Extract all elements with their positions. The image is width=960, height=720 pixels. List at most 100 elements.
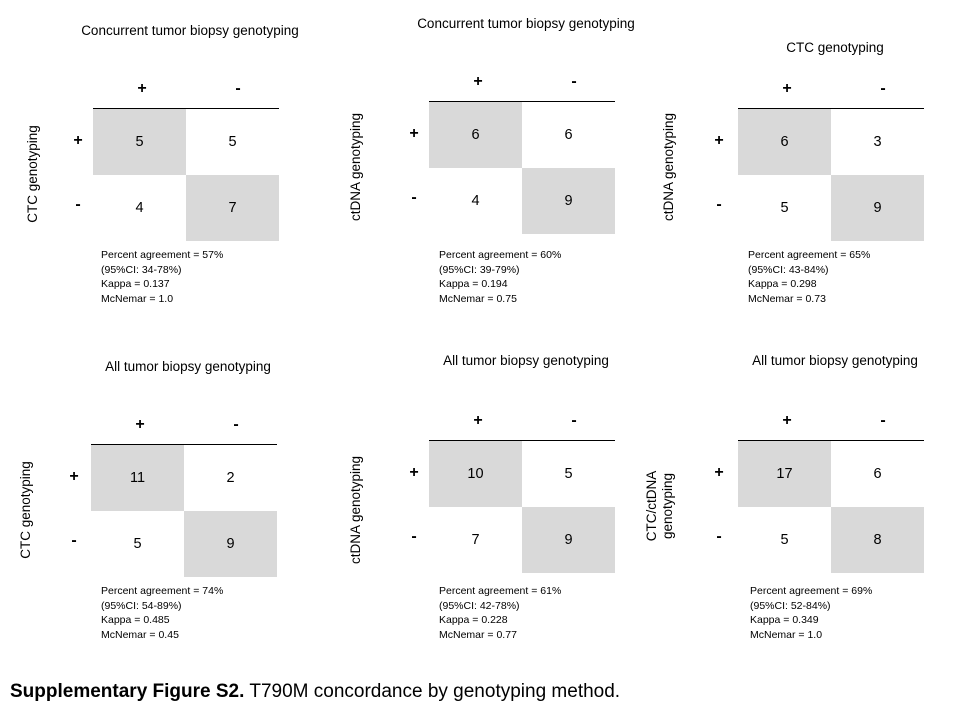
percent-agreement: Percent agreement = 65% <box>748 249 871 261</box>
row-title: CTC genotyping <box>18 461 33 559</box>
column-label-positive: + <box>135 416 145 433</box>
column-label-positive: + <box>782 412 792 429</box>
panel-1: Concurrent tumor biopsy genotyping + - C… <box>0 0 300 320</box>
column-label-positive: + <box>473 412 483 429</box>
confidence-interval: (95%CI: 42-78%) <box>439 599 520 612</box>
row-label-negative: - <box>716 196 722 213</box>
confidence-interval: (95%CI: 43-84%) <box>748 263 829 276</box>
confidence-interval: (95%CI: 34-78%) <box>101 263 182 276</box>
mcnemar: McNemar = 1.0 <box>101 292 174 305</box>
row-label-positive: + <box>714 464 724 481</box>
column-label-positive: + <box>473 73 483 90</box>
row-label-positive: + <box>714 132 724 149</box>
cell-pos-pos: 11 <box>91 445 184 511</box>
row-label-positive: + <box>409 464 419 481</box>
cell-neg-pos: 5 <box>133 536 142 552</box>
row-label-negative: - <box>716 528 722 545</box>
cell-pos-neg: 3 <box>873 134 882 150</box>
row-title: ctDNA genotyping <box>348 112 363 222</box>
agreement-stats: Percent agreement = 65% (95%CI: 43-84%) … <box>748 248 870 306</box>
cell-neg-pos: 4 <box>135 200 144 216</box>
column-label-negative: - <box>880 80 886 97</box>
column-title: Concurrent tumor biopsy genotyping <box>417 16 635 31</box>
contingency-table: 6 3 5 9 <box>738 108 924 241</box>
agreement-stats: Percent agreement = 61% (95%CI: 42-78%) … <box>439 584 561 642</box>
percent-agreement: Percent agreement = 61% <box>439 585 562 597</box>
figure-caption-label: Supplementary Figure S2. <box>10 681 245 702</box>
row-title: ctDNA genotyping <box>661 112 676 222</box>
kappa: Kappa = 0.194 <box>439 278 508 290</box>
column-title: All tumor biopsy genotyping <box>105 359 271 374</box>
cell-neg-pos: 5 <box>780 200 789 216</box>
row-title: CTC genotyping <box>25 125 40 223</box>
cell-pos-neg: 6 <box>873 466 882 482</box>
figure-caption-text: T790M concordance by genotyping method. <box>244 681 621 702</box>
kappa: Kappa = 0.228 <box>439 614 508 626</box>
percent-agreement: Percent agreement = 60% <box>439 249 562 261</box>
confidence-interval: (95%CI: 54-89%) <box>101 599 182 612</box>
confidence-interval: (95%CI: 39-79%) <box>439 263 520 276</box>
cell-pos-pos: 6 <box>429 102 522 168</box>
cell-neg-neg: 7 <box>186 175 279 241</box>
cell-pos-pos: 10 <box>429 441 522 507</box>
cell-pos-pos: 5 <box>93 109 186 175</box>
cell-pos-pos: 6 <box>738 109 831 175</box>
contingency-table: 6 6 4 9 <box>429 101 615 234</box>
panel-5: All tumor biopsy genotyping + - ctDNA ge… <box>336 332 636 652</box>
row-label-negative: - <box>411 528 417 545</box>
cell-neg-neg: 9 <box>522 168 615 234</box>
percent-agreement: Percent agreement = 57% <box>101 249 224 261</box>
cell-neg-neg: 9 <box>522 507 615 573</box>
column-label-negative: - <box>571 73 577 90</box>
column-label-negative: - <box>880 412 886 429</box>
cell-neg-pos: 7 <box>471 532 480 548</box>
panel-3: CTC genotyping + - ctDNA genotyping + - … <box>645 0 945 320</box>
cell-pos-pos: 17 <box>738 441 831 507</box>
mcnemar: McNemar = 0.77 <box>439 628 517 641</box>
cell-neg-neg: 8 <box>831 507 924 573</box>
row-title: CTC/ctDNA genotyping <box>644 470 675 542</box>
agreement-stats: Percent agreement = 69% (95%CI: 52-84%) … <box>750 584 872 642</box>
agreement-stats: Percent agreement = 60% (95%CI: 39-79%) … <box>439 248 561 306</box>
column-label-negative: - <box>233 416 239 433</box>
cell-pos-neg: 2 <box>226 470 235 486</box>
row-label-negative: - <box>71 532 77 549</box>
cell-pos-neg: 6 <box>564 127 573 143</box>
panel-6: All tumor biopsy genotyping + - CTC/ctDN… <box>644 332 945 652</box>
column-title: Concurrent tumor biopsy genotyping <box>81 23 299 38</box>
agreement-stats: Percent agreement = 57% (95%CI: 34-78%) … <box>101 248 223 306</box>
cell-pos-neg: 5 <box>564 466 573 482</box>
cell-neg-pos: 5 <box>780 532 789 548</box>
percent-agreement: Percent agreement = 69% <box>750 585 873 597</box>
kappa: Kappa = 0.137 <box>101 278 170 290</box>
row-label-negative: - <box>411 189 417 206</box>
row-title: ctDNA genotyping <box>348 455 363 565</box>
figure-caption: Supplementary Figure S2. T790M concordan… <box>10 681 620 703</box>
column-label-negative: - <box>571 412 577 429</box>
column-label-negative: - <box>235 80 241 97</box>
percent-agreement: Percent agreement = 74% <box>101 585 224 597</box>
contingency-table: 10 5 7 9 <box>429 440 615 573</box>
cell-neg-neg: 9 <box>184 511 277 577</box>
mcnemar: McNemar = 0.45 <box>101 628 179 641</box>
row-label-negative: - <box>75 196 81 213</box>
column-label-positive: + <box>782 80 792 97</box>
row-label-positive: + <box>73 132 83 149</box>
column-title: All tumor biopsy genotyping <box>752 353 918 368</box>
mcnemar: McNemar = 1.0 <box>750 628 823 641</box>
contingency-table: 11 2 5 9 <box>91 444 277 577</box>
kappa: Kappa = 0.298 <box>748 278 817 290</box>
contingency-table: 17 6 5 8 <box>738 440 924 573</box>
cell-pos-neg: 5 <box>228 134 237 150</box>
row-label-positive: + <box>69 468 79 485</box>
column-title: CTC genotyping <box>786 40 884 55</box>
mcnemar: McNemar = 0.73 <box>748 292 826 305</box>
column-label-positive: + <box>137 80 147 97</box>
cell-neg-neg: 9 <box>831 175 924 241</box>
panel-4: All tumor biopsy genotyping + - CTC geno… <box>0 336 300 656</box>
cell-neg-pos: 4 <box>471 193 480 209</box>
panel-2: Concurrent tumor biopsy genotyping + - c… <box>336 0 636 313</box>
contingency-table: 5 5 4 7 <box>93 108 279 241</box>
row-label-positive: + <box>409 125 419 142</box>
column-title: All tumor biopsy genotyping <box>443 353 609 368</box>
